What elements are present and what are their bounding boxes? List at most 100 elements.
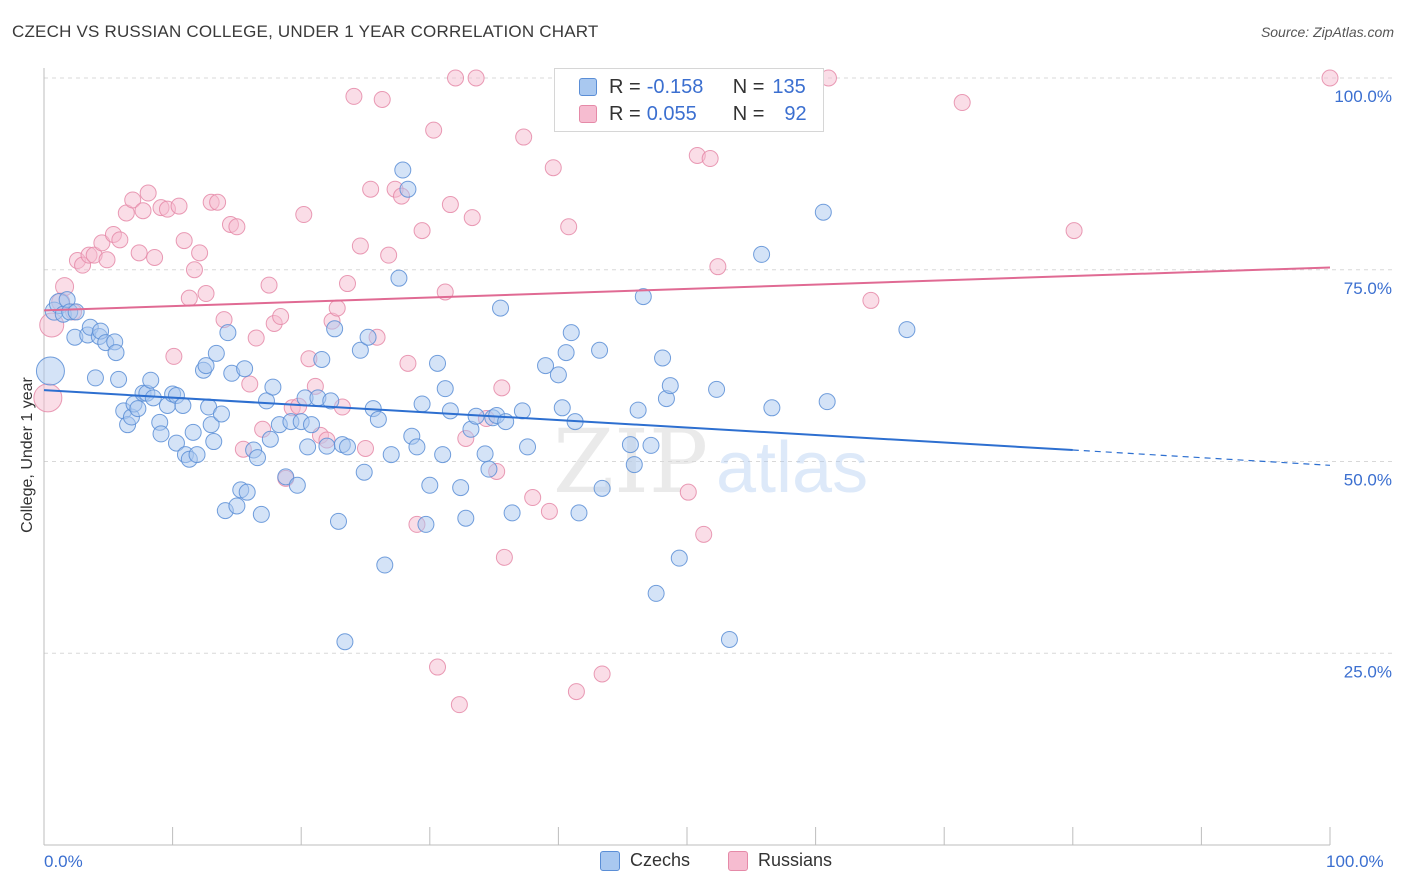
czechs-point	[264, 378, 282, 396]
russians-point	[593, 665, 611, 683]
russians-point	[425, 121, 443, 139]
czechs-point	[625, 456, 643, 474]
czechs-point	[167, 434, 185, 452]
czechs-point	[248, 449, 266, 467]
czechs-point	[399, 180, 417, 198]
russians-point	[560, 218, 578, 236]
russians-swatch	[579, 105, 597, 123]
czechs-point	[503, 504, 521, 522]
russians-point	[328, 299, 346, 317]
russians-point	[241, 375, 259, 393]
russians-point	[191, 244, 209, 262]
legend-czechs-swatch	[600, 850, 620, 871]
czechs-point	[129, 400, 147, 418]
russians-point	[33, 383, 63, 413]
czechs-point	[299, 438, 317, 456]
stats-row-russians: R = 0.055 N = 92	[579, 102, 807, 126]
russians-point	[429, 658, 447, 676]
czechs-point	[288, 476, 306, 494]
russians-point	[180, 289, 198, 307]
czechs-point	[202, 416, 220, 434]
russians-point	[441, 196, 459, 214]
czechs-point	[257, 392, 275, 410]
legend-item-russians[interactable]: Russians	[728, 850, 832, 871]
y-tick-labels: 25.0% 50.0% 75.0% 100.0%	[1334, 87, 1392, 681]
czechs-point	[376, 556, 394, 574]
czechs-point	[338, 438, 356, 456]
russians-point	[524, 489, 542, 507]
russians-point	[467, 69, 485, 87]
russians-point	[447, 69, 465, 87]
czechs-point	[326, 320, 344, 338]
czechs-point	[212, 405, 230, 423]
russians-point	[373, 90, 391, 108]
czechs-point	[408, 438, 426, 456]
russians-point	[493, 379, 511, 397]
czechs-point	[351, 341, 369, 359]
czechs-point	[562, 324, 580, 342]
czechs-point	[654, 349, 672, 367]
czechs-n-label: N =	[732, 75, 765, 98]
russians-point	[1321, 69, 1339, 87]
czechs-point	[670, 549, 688, 567]
stats-row-czechs: R = -0.158 N = 135	[579, 75, 806, 99]
russians-point	[295, 206, 313, 224]
czechs-point	[86, 369, 104, 387]
russians-point	[544, 159, 562, 177]
czechs-point	[318, 437, 336, 455]
russians-point	[134, 202, 152, 220]
x-tick-label-min: 0.0%	[44, 852, 83, 871]
czechs-point	[174, 397, 192, 415]
czechs-point	[107, 344, 125, 362]
russians-point	[130, 244, 148, 262]
czechs-point	[480, 460, 498, 478]
czechs-point	[390, 269, 408, 287]
czechs-point	[369, 410, 387, 428]
russians-point	[567, 683, 585, 701]
czechs-point	[647, 584, 665, 602]
russians-point	[197, 285, 215, 303]
russians-n-label: N =	[732, 102, 765, 125]
stats-legend: R = -0.158 N = 135 R = 0.055 N = 92	[554, 68, 824, 132]
russians-point	[1065, 222, 1083, 240]
czechs-point	[898, 321, 916, 339]
y-tick-label-100: 100.0%	[1334, 87, 1392, 106]
czechs-point	[537, 357, 555, 375]
czechs-trendline-extension	[1072, 449, 1331, 466]
czechs-point	[238, 483, 256, 501]
czechs-point	[313, 350, 331, 368]
russians-point	[701, 150, 719, 168]
y-tick-label-50: 50.0%	[1344, 471, 1392, 490]
russians-point	[679, 483, 697, 501]
czechs-point	[570, 504, 588, 522]
russians-point	[399, 354, 417, 372]
czechs-point	[205, 433, 223, 451]
russians-point	[345, 87, 363, 105]
russians-n-value: 92	[784, 102, 807, 125]
czechs-point	[359, 328, 377, 346]
czechs-r-value: -0.158	[646, 75, 704, 98]
czechs-point	[753, 245, 771, 263]
czechs-point	[763, 399, 781, 417]
czechs-point	[421, 476, 439, 494]
czechs-point	[207, 344, 225, 362]
czechs-point	[629, 401, 647, 419]
czechs-point	[152, 425, 170, 443]
czechs-point	[720, 630, 738, 648]
czechs-point	[261, 430, 279, 448]
czechs-point	[188, 446, 206, 464]
czechs-point	[661, 377, 679, 395]
czechs-point	[382, 446, 400, 464]
czechs-point	[429, 354, 447, 372]
czechs-point	[549, 366, 567, 384]
russians-point	[953, 94, 971, 112]
czechs-n-value: 135	[772, 75, 806, 98]
russians-point	[413, 222, 431, 240]
russians-point	[862, 291, 880, 309]
russians-point	[247, 329, 265, 347]
russians-point	[111, 231, 129, 249]
legend-item-czechs[interactable]: Czechs	[600, 850, 690, 871]
watermark-atlas: atlas	[716, 428, 868, 508]
czechs-point	[642, 436, 660, 454]
czechs-point	[434, 446, 452, 464]
